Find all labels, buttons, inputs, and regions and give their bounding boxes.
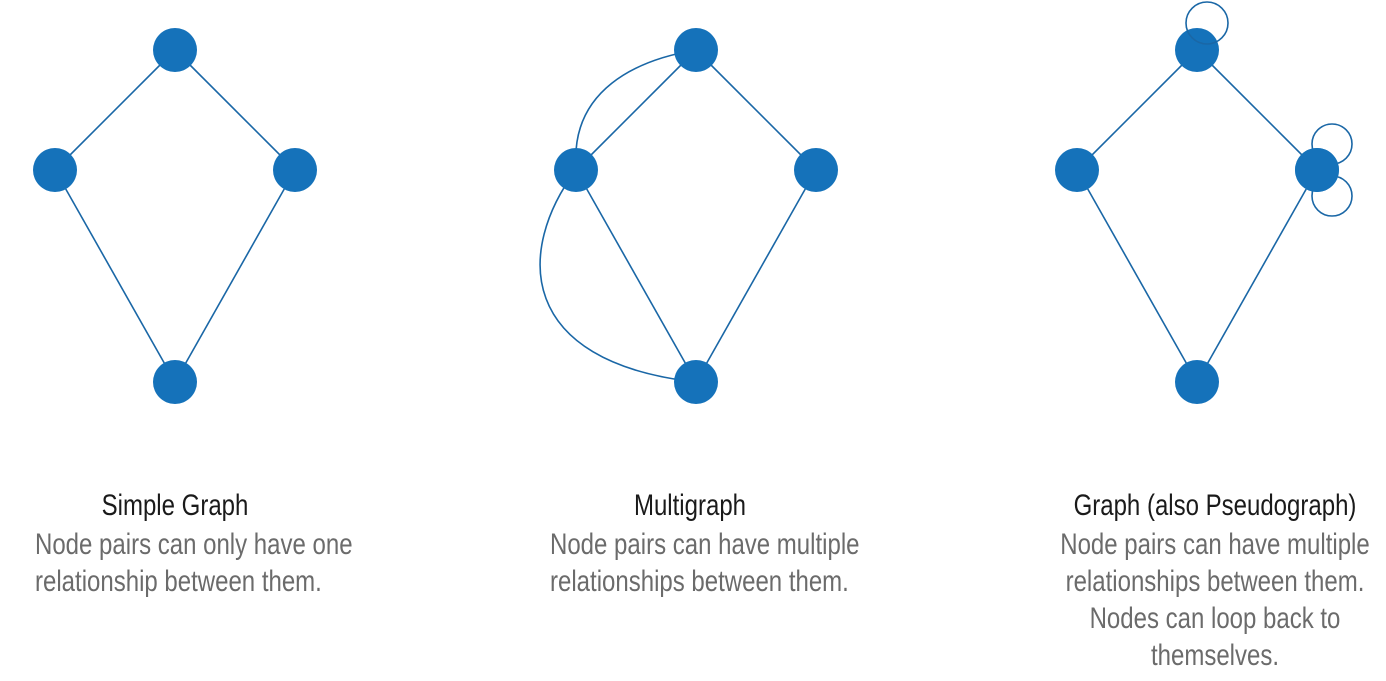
multigraph-desc-line-1: Node pairs can have multiple: [550, 528, 860, 561]
edge-left-bottom: [54, 169, 176, 383]
node-bottom: [153, 360, 197, 404]
node-top: [674, 28, 718, 72]
simple-graph-desc-line-1: Node pairs can only have one: [35, 528, 353, 561]
edge-top-left: [54, 49, 176, 171]
self-loop-top: [1185, 1, 1229, 45]
node-bottom: [674, 360, 718, 404]
node-right: [794, 148, 838, 192]
simple-graph-title: Simple Graph: [101, 489, 249, 522]
node-right-front: [1295, 148, 1339, 192]
edge-top-right: [695, 49, 817, 171]
edge-top-left: [1076, 49, 1198, 171]
edge-left-bottom: [575, 169, 697, 383]
node-left: [33, 148, 77, 192]
simple-graph-desc-line-2: relationship between them.: [35, 565, 322, 598]
simple-graph-caption: Simple Graph Node pairs can only have on…: [35, 486, 353, 600]
edge-right-bottom: [1196, 169, 1318, 383]
edge-top-right: [1196, 49, 1318, 171]
multigraph-caption: Multigraph Node pairs can have multiple …: [550, 486, 860, 600]
multigraph-panel: [539, 28, 838, 404]
edge-multi-left-top: [575, 49, 697, 168]
edge-right-bottom: [174, 169, 296, 383]
pseudograph-title: Graph (also Pseudograph): [1073, 489, 1357, 522]
node-left: [554, 148, 598, 192]
simple-graph-panel: [33, 28, 317, 404]
node-bottom: [1175, 360, 1219, 404]
pseudograph-desc-line-4: themselves.: [1150, 639, 1280, 672]
node-top: [1175, 28, 1219, 72]
pseudograph-desc-line-1: Node pairs can have multiple: [1060, 528, 1370, 561]
multigraph-title: Multigraph: [633, 489, 747, 522]
edge-multi-left-bottom: [539, 169, 697, 383]
pseudograph-desc-line-3: Nodes can loop back to: [1089, 602, 1341, 635]
edge-top-left: [575, 49, 697, 171]
multigraph-desc-line-2: relationships between them.: [550, 565, 849, 598]
edge-left-bottom: [1076, 169, 1198, 383]
pseudograph-caption: Graph (also Pseudograph) Node pairs can …: [1059, 486, 1371, 674]
pseudograph-panel: [1055, 1, 1353, 404]
node-right: [273, 148, 317, 192]
pseudograph-desc-line-2: relationships between them.: [1065, 565, 1365, 598]
edge-right-bottom: [695, 169, 817, 383]
edge-top-right: [174, 49, 296, 171]
node-left: [1055, 148, 1099, 192]
node-top: [153, 28, 197, 72]
